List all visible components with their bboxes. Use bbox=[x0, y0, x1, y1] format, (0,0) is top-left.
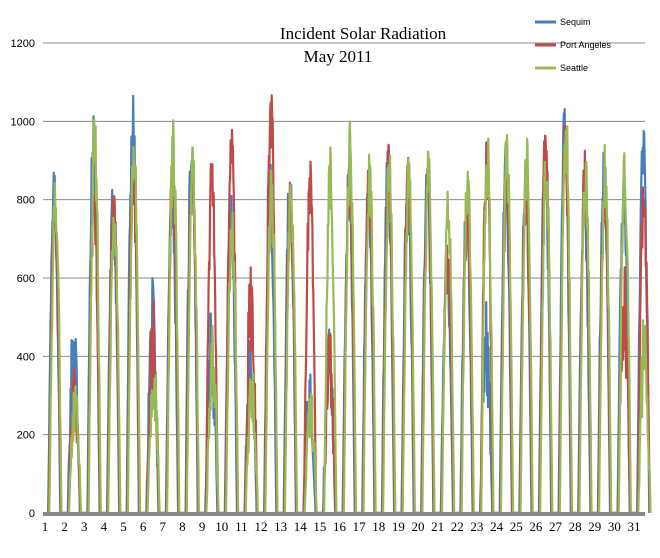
x-tick-label: 18 bbox=[372, 519, 385, 534]
x-tick-label: 24 bbox=[490, 519, 504, 534]
x-tick-label: 10 bbox=[215, 519, 228, 534]
x-tick-label: 8 bbox=[179, 519, 186, 534]
y-tick-label: 800 bbox=[17, 195, 35, 207]
y-tick-label: 200 bbox=[17, 430, 35, 442]
x-tick-label: 26 bbox=[529, 519, 543, 534]
x-tick-label: 17 bbox=[353, 519, 367, 534]
series-line-seattle bbox=[48, 118, 652, 515]
y-tick-label: 400 bbox=[17, 351, 35, 363]
x-tick-label: 6 bbox=[140, 519, 147, 534]
x-tick-label: 23 bbox=[470, 519, 483, 534]
x-tick-label: 15 bbox=[313, 519, 326, 534]
x-tick-label: 20 bbox=[412, 519, 425, 534]
x-tick-label: 11 bbox=[235, 519, 248, 534]
legend: Sequim Port Angeles Seattle bbox=[535, 17, 612, 73]
x-tick-label: 12 bbox=[254, 519, 267, 534]
y-tick-label: 0 bbox=[29, 508, 35, 520]
x-tick-label: 4 bbox=[101, 519, 108, 534]
legend-label: Port Angeles bbox=[560, 40, 612, 50]
x-tick-label: 3 bbox=[81, 519, 88, 534]
legend-label: Seattle bbox=[560, 63, 588, 73]
x-tick-label: 29 bbox=[588, 519, 601, 534]
x-tick-label: 1 bbox=[42, 519, 49, 534]
y-tick-label: 600 bbox=[17, 273, 35, 285]
x-tick-label: 31 bbox=[628, 519, 641, 534]
gridlines bbox=[43, 42, 645, 436]
x-tick-label: 2 bbox=[61, 519, 68, 534]
x-tick-label: 7 bbox=[160, 519, 167, 534]
x-tick-label: 22 bbox=[451, 519, 464, 534]
legend-label: Sequim bbox=[560, 17, 591, 27]
chart-title-line2: May 2011 bbox=[304, 47, 373, 66]
series-layer bbox=[47, 94, 652, 515]
x-tick-label: 30 bbox=[608, 519, 621, 534]
x-tick-label: 21 bbox=[431, 519, 444, 534]
x-tick-label: 13 bbox=[274, 519, 287, 534]
x-tick-label: 14 bbox=[294, 519, 308, 534]
chart-title-line1: Incident Solar Radiation bbox=[280, 24, 447, 43]
x-tick-label: 28 bbox=[569, 519, 582, 534]
x-axis-ticks: 1 2 3 4 5 6 7 8 9 10 11 12 13 14 15 16 17 18 19 20 21 22 23 24 2… bbox=[42, 519, 641, 534]
y-axis-ticks: 0 200 400 600 800 1000 1200 bbox=[11, 38, 35, 520]
x-tick-label: 19 bbox=[392, 519, 405, 534]
y-tick-label: 1000 bbox=[11, 116, 35, 128]
y-tick-label: 1200 bbox=[11, 38, 35, 50]
x-tick-label: 5 bbox=[120, 519, 127, 534]
x-tick-label: 25 bbox=[510, 519, 523, 534]
x-tick-label: 16 bbox=[333, 519, 347, 534]
x-tick-label: 27 bbox=[549, 519, 563, 534]
x-tick-label: 9 bbox=[199, 519, 206, 534]
